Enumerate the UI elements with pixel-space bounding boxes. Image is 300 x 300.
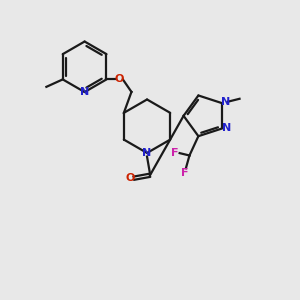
Text: N: N [142,148,152,158]
Text: N: N [80,87,89,97]
Text: O: O [114,74,124,84]
Text: O: O [125,173,135,183]
Text: F: F [181,168,188,178]
Text: F: F [171,148,178,158]
Text: N: N [222,123,231,134]
Text: N: N [221,97,230,107]
